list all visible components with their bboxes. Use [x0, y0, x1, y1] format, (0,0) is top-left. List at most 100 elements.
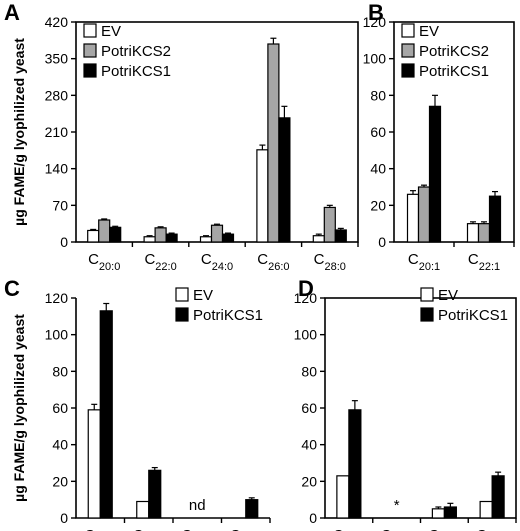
- y-tick-label: 120: [363, 14, 387, 30]
- bar-potrikcs1: [491, 475, 505, 519]
- bar-ev: [87, 229, 100, 243]
- legend-label: PotriKCS1: [193, 307, 263, 324]
- bar-potrikcs2: [323, 206, 336, 243]
- y-tick-label: 60: [370, 124, 386, 140]
- bar-ev: [87, 409, 101, 519]
- y-tick-label: 80: [52, 363, 68, 379]
- y-tick-label: 420: [45, 14, 69, 30]
- y-tick-label: 280: [45, 87, 69, 103]
- bar-potrikcs1: [334, 229, 347, 243]
- bar-potrikcs1: [488, 195, 502, 243]
- y-tick-label: 100: [294, 327, 318, 343]
- legend-label: PotriKCS2: [419, 43, 489, 60]
- x-tick-label: C24:1: [181, 527, 213, 531]
- bar-potrikcs1: [245, 499, 259, 519]
- x-tick-label: C20:1: [333, 527, 365, 531]
- legend-label: PotriKCS1: [438, 307, 508, 324]
- legend-swatch-ev: [420, 287, 434, 302]
- y-tick-label: 20: [52, 473, 68, 489]
- bar-potrikcs2: [98, 219, 111, 243]
- y-tick-label: 40: [52, 437, 68, 453]
- y-tick-label: 20: [370, 197, 386, 213]
- legend-swatch-potrikcs1: [175, 307, 189, 322]
- bar-potrikcs1: [428, 105, 442, 243]
- bar-ev: [312, 235, 325, 243]
- x-tick-label: C20:0: [88, 251, 120, 273]
- y-tick-label: 120: [45, 290, 69, 306]
- bar-potrikcs2: [477, 223, 491, 243]
- panel-letter: C: [4, 276, 20, 301]
- panel-B: B 0 20 40 60 80 100 120 C20:1 C22:1 EV PotriKCS2 Pot…: [363, 0, 515, 273]
- legend-swatch-potrikcs1: [83, 63, 97, 78]
- x-tick-label: C22:1: [380, 527, 412, 531]
- x-tick-label: C22:1: [468, 251, 500, 273]
- y-tick-label: 60: [52, 400, 68, 416]
- bar-ev: [466, 223, 480, 243]
- bar-ev: [199, 236, 213, 243]
- panel-D: D 0 20 40 60 80 100 120 C20:1 C22:1 C24:1 C26:1 * EV P…: [294, 276, 517, 531]
- legend-swatch-ev: [175, 287, 189, 302]
- panel-letter: D: [298, 276, 314, 301]
- legend-swatch-potrikcs1: [401, 63, 415, 78]
- bar-ev: [256, 149, 269, 243]
- x-tick-label: C26:1: [476, 527, 508, 531]
- y-tick-label: 100: [45, 327, 69, 343]
- y-tick-label: 60: [301, 400, 317, 416]
- x-tick-label: C26:0: [257, 251, 289, 273]
- bar-potrikcs1: [165, 233, 178, 243]
- bar-ev: [479, 500, 493, 519]
- bar-potrikcs1: [148, 469, 162, 519]
- y-tick-label: 100: [363, 51, 387, 67]
- bar-potrikcs1: [221, 233, 235, 243]
- x-tick-label: C24:1: [428, 527, 460, 531]
- x-tick-label: C20:1: [84, 527, 116, 531]
- bar-potrikcs2: [417, 186, 431, 243]
- legend-swatch-potrikcs1: [420, 307, 434, 322]
- legend-swatch-potrikcs2: [401, 43, 415, 58]
- panel-C: Cµg FAME/g lyophilized yeast 0 20 40 60 80 100…: [4, 276, 271, 531]
- y-tick-label: 40: [370, 161, 386, 177]
- legend-swatch-ev: [83, 23, 97, 38]
- bar-potrikcs1: [109, 226, 122, 243]
- annotation: *: [394, 497, 400, 514]
- bar-ev: [431, 508, 445, 519]
- y-axis-label: µg FAME/g lyophilized yeast: [11, 314, 27, 502]
- legend-label: PotriKCS2: [101, 43, 171, 60]
- x-tick-label: C26:1: [230, 527, 262, 531]
- legend-label: EV: [101, 23, 121, 40]
- y-tick-label: 140: [45, 161, 69, 177]
- y-tick-label: 0: [309, 510, 317, 526]
- x-tick-label: C28:0: [314, 251, 346, 273]
- bar-potrikcs2: [210, 224, 224, 243]
- y-tick-label: 210: [45, 124, 69, 140]
- x-tick-label: C24:0: [201, 251, 233, 273]
- annotation: nd: [189, 497, 206, 514]
- bar-potrikcs2: [154, 227, 167, 243]
- x-tick-label: C22:1: [133, 527, 165, 531]
- bar-ev: [143, 236, 156, 243]
- legend-label: PotriKCS1: [419, 63, 489, 80]
- legend-label: EV: [419, 23, 439, 40]
- legend-swatch-potrikcs2: [83, 43, 97, 58]
- y-tick-label: 80: [370, 87, 386, 103]
- y-tick-label: 0: [60, 510, 68, 526]
- legend-swatch-ev: [401, 23, 415, 38]
- bar-potrikcs2: [267, 43, 280, 243]
- y-tick-label: 20: [301, 473, 317, 489]
- y-tick-label: 350: [45, 51, 69, 67]
- bar-ev: [336, 475, 350, 519]
- bar-ev: [406, 193, 420, 243]
- legend-label: PotriKCS1: [101, 63, 171, 80]
- x-tick-label: C22:0: [144, 251, 176, 273]
- bar-ev: [136, 500, 150, 519]
- y-tick-label: 40: [301, 437, 317, 453]
- y-tick-label: 120: [294, 290, 318, 306]
- bar-potrikcs1: [348, 409, 362, 519]
- bar-potrikcs1: [443, 506, 457, 519]
- panel-letter: B: [368, 0, 384, 25]
- y-tick-label: 0: [60, 234, 68, 250]
- y-tick-label: 80: [301, 363, 317, 379]
- bar-potrikcs1: [278, 117, 291, 243]
- y-axis-label: µg FAME/g lyophilized yeast: [11, 38, 27, 226]
